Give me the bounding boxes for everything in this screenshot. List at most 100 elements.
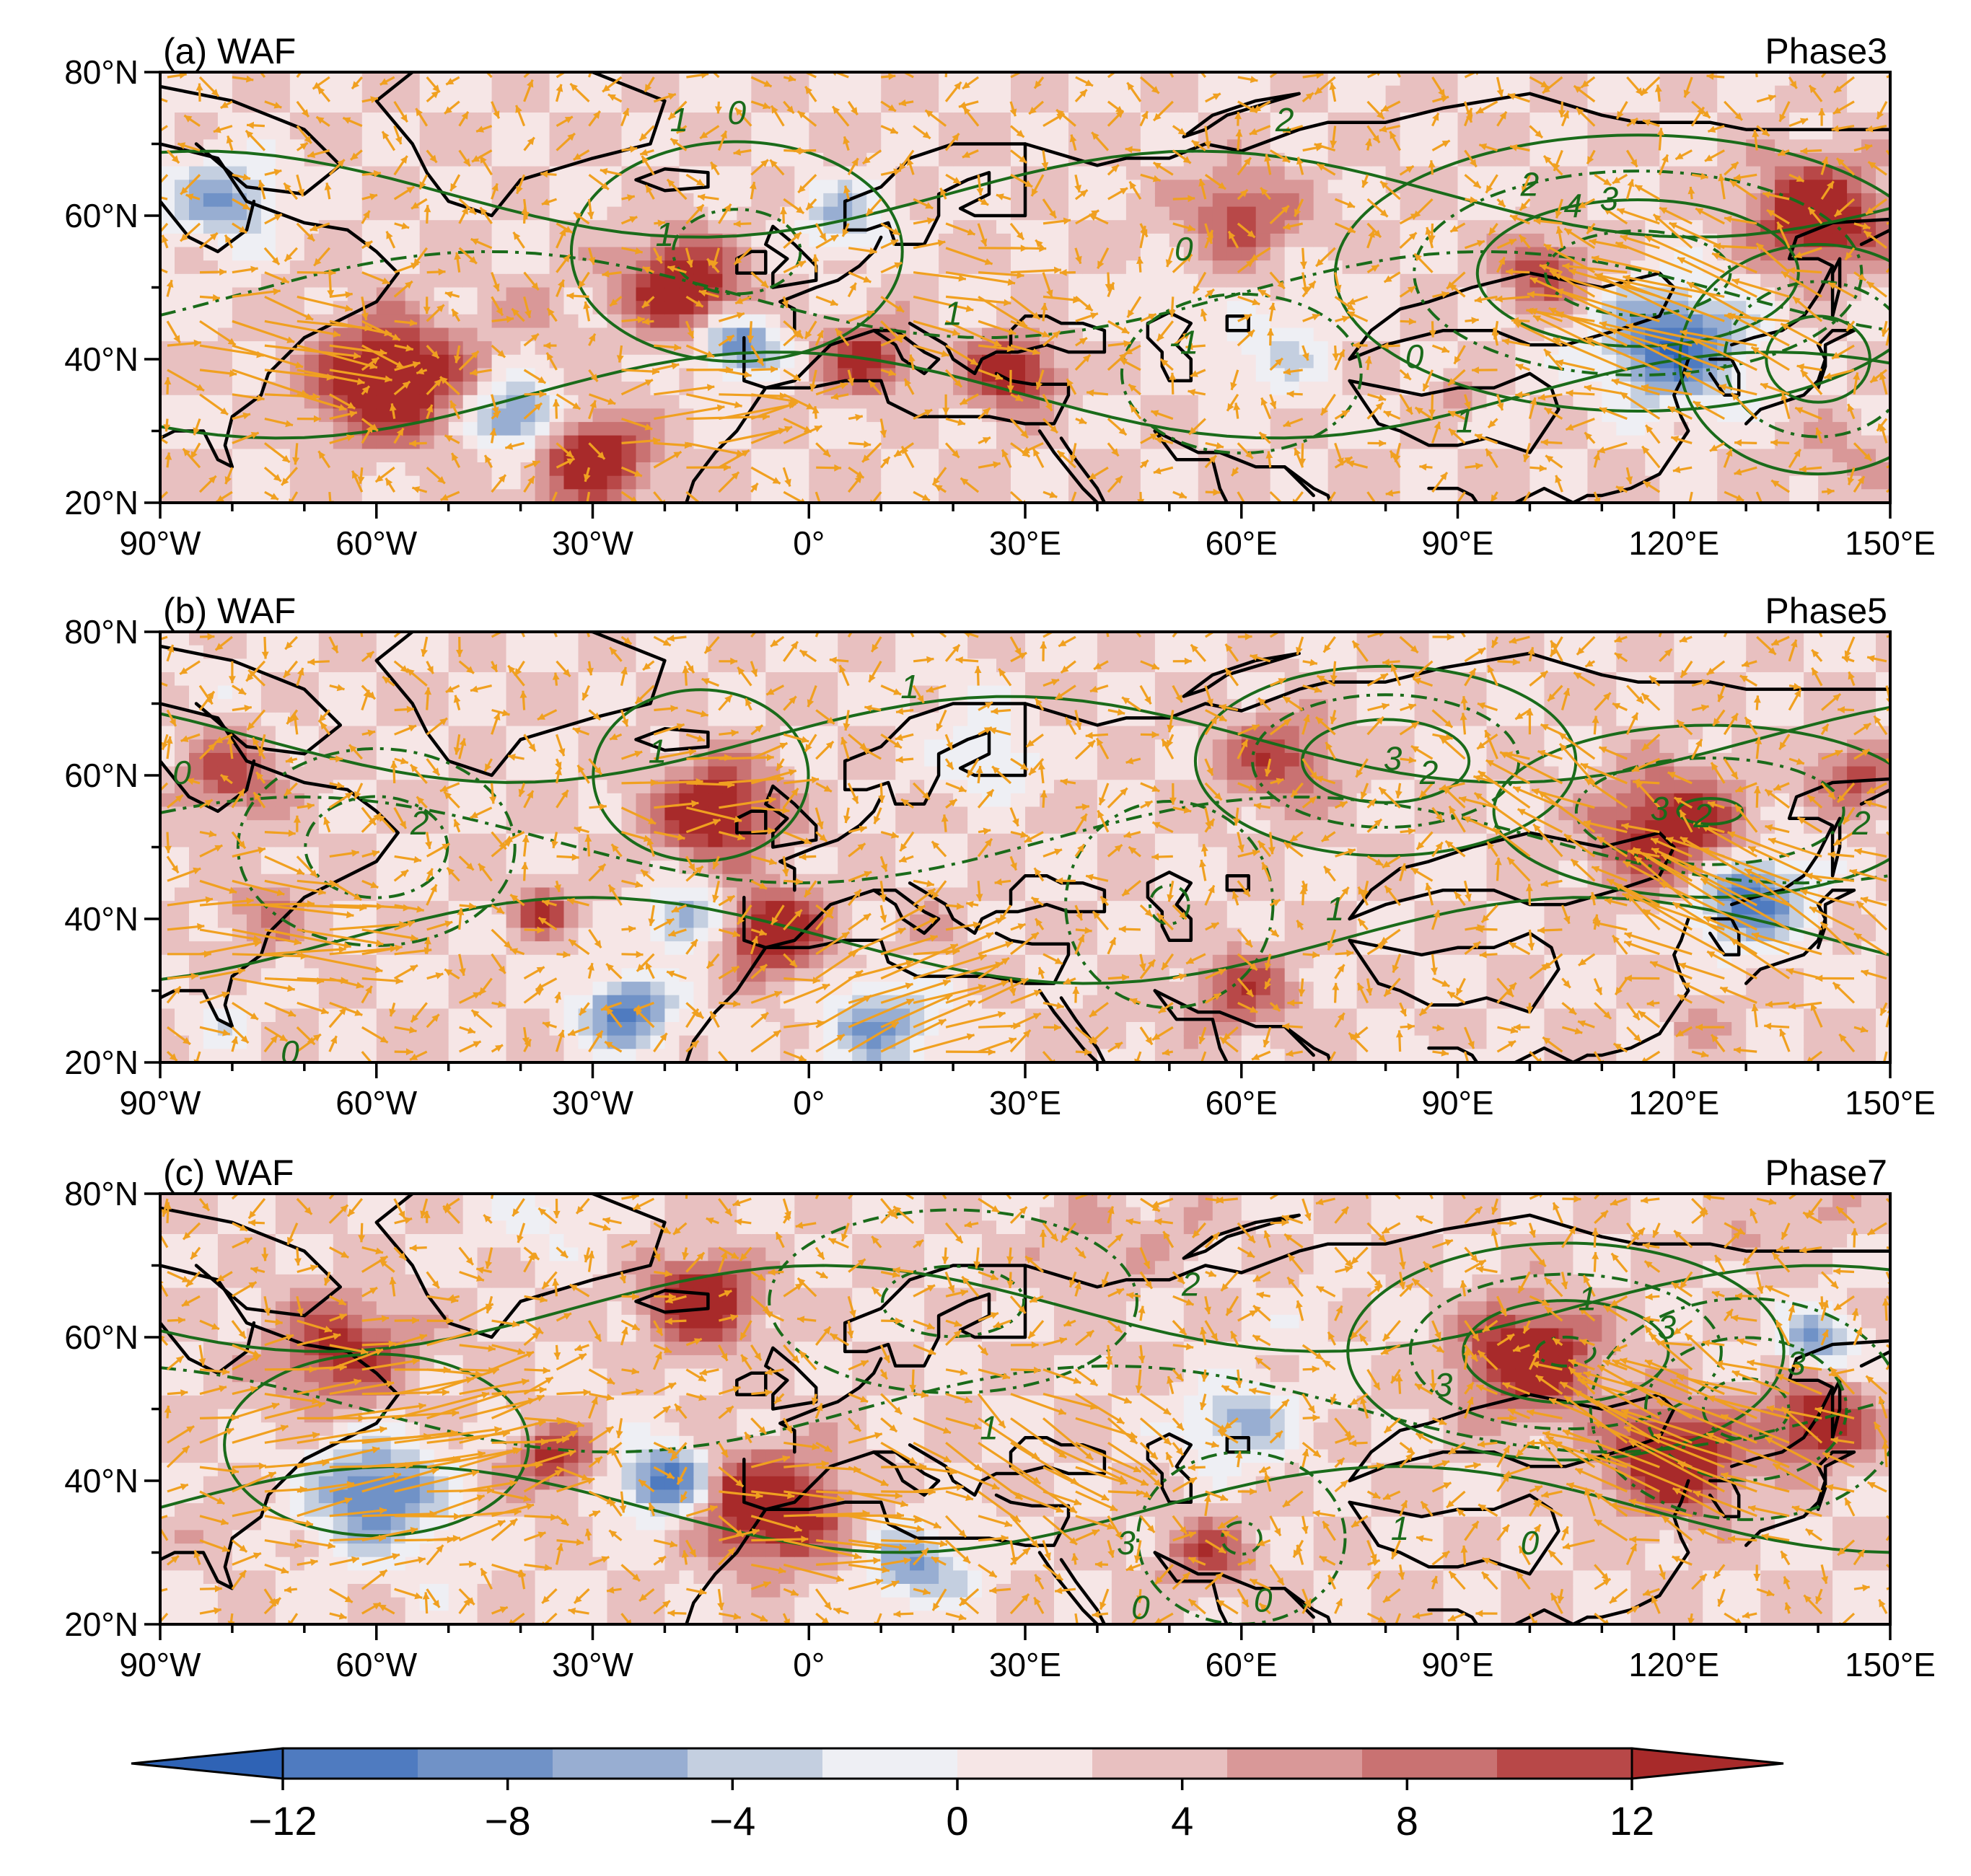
contour-label: -1 [1169, 323, 1198, 361]
colorbar-segment [1497, 1748, 1633, 1779]
lon-tick-label: 60°E [1206, 1084, 1278, 1122]
colorbar-segment [957, 1748, 1093, 1779]
lon-tick-label: 150°E [1845, 524, 1936, 562]
lat-tick-label: 20°N [64, 1044, 139, 1081]
colorbar-segment [418, 1748, 553, 1779]
flux-vectors [160, 632, 1890, 1062]
colorbar-segment [283, 1748, 418, 1779]
lon-tick-label: 0° [793, 1646, 825, 1683]
contour-label: 1 [944, 294, 962, 332]
contour-label: 2 [1181, 1265, 1200, 1303]
lat-tick-label: 40°N [64, 1462, 139, 1500]
contour-label: 3 [1658, 1308, 1677, 1346]
flux-vectors [160, 1194, 1890, 1624]
lat-tick-label: 40°N [64, 340, 139, 378]
contour-label: 1 [980, 1409, 998, 1446]
lon-tick-label: 60°E [1206, 1646, 1278, 1683]
contour-label: 0 [1405, 338, 1424, 375]
colorbar-segment [1362, 1748, 1498, 1779]
lon-tick-label: 120°E [1628, 1646, 1719, 1683]
panel-title: (b) WAF [163, 591, 296, 631]
coastlines [160, 632, 1890, 1062]
lat-tick-label: 60°N [64, 197, 139, 234]
colorbar-segment [688, 1748, 823, 1779]
contour-label: 2 [1520, 165, 1540, 203]
lat-tick-label: 40°N [64, 900, 139, 938]
contour-label: 2 [1851, 804, 1871, 842]
flux-vectors [160, 72, 1890, 503]
panel-phase: Phase3 [1765, 31, 1887, 71]
contour-label: 3 [1651, 790, 1669, 827]
contour-label: 1 [656, 216, 675, 253]
contour-label: 0 [1521, 1524, 1540, 1562]
contour-label: 2 [1693, 797, 1712, 834]
lat-tick-label: 80°N [64, 613, 139, 651]
contour-label: 1 [1579, 1280, 1597, 1317]
lon-tick-label: 30°W [552, 1646, 634, 1683]
lon-tick-label: 60°W [335, 1084, 418, 1122]
contour-label: 0 [281, 1034, 299, 1071]
axis-ticks [144, 71, 1892, 519]
contour-label: 1 [670, 101, 689, 138]
lat-tick-label: 60°N [64, 1318, 139, 1356]
axis-ticks [144, 630, 1892, 1078]
lon-tick-label: 30°W [552, 524, 634, 562]
colorbar-tick-label: −4 [709, 1798, 755, 1844]
colorbar-segment [822, 1748, 958, 1779]
lon-tick-label: 30°E [989, 524, 1061, 562]
lon-tick-label: 90°W [120, 1084, 202, 1122]
colorbar-tick-label: 4 [1171, 1798, 1193, 1844]
contour-label: 2 [1419, 754, 1439, 791]
lon-tick-label: 120°E [1628, 1084, 1719, 1122]
colorbar-extend-max [1630, 1747, 1784, 1780]
lon-tick-label: 90°E [1421, 1084, 1493, 1122]
contour-label: 0 [1254, 1581, 1273, 1619]
contour-label: 4 [1564, 187, 1583, 224]
lon-tick-label: 0° [793, 1084, 825, 1122]
panel-title: (a) WAF [163, 31, 296, 71]
lon-tick-label: 30°E [989, 1646, 1061, 1683]
contour-label: 2 [410, 804, 429, 842]
contour-label: 2 [1275, 101, 1294, 138]
contour-label: 3 [1600, 180, 1619, 217]
colorbar-tick-label: 0 [946, 1798, 968, 1844]
contour-label: 0 [172, 754, 191, 791]
contour-label: 3 [1787, 1344, 1806, 1382]
axis-ticks [144, 1192, 1892, 1640]
colorbar-segment [1092, 1748, 1228, 1779]
lon-tick-label: 90°E [1421, 524, 1493, 562]
contour-label: 0 [1175, 230, 1193, 268]
lon-tick-label: 30°W [552, 1084, 634, 1122]
lon-tick-label: 150°E [1845, 1084, 1936, 1122]
lon-tick-label: 60°E [1206, 524, 1278, 562]
lon-tick-label: 150°E [1845, 1646, 1936, 1683]
lat-tick-label: 60°N [64, 757, 139, 794]
lon-tick-label: 0° [793, 524, 825, 562]
lat-tick-label: 80°N [64, 53, 139, 91]
colorbar-segment [553, 1748, 688, 1779]
contour-label: 1 [649, 732, 667, 770]
panel-title: (c) WAF [163, 1153, 294, 1193]
map-area: 2 3 1 3 3 0 1 1 3 0 0 [160, 1194, 1890, 1624]
lon-tick-label: 90°W [120, 1646, 202, 1683]
contour-label: 1 [900, 668, 919, 705]
colorbar: −12 −8 −4 0 4 8 12 [131, 1747, 1784, 1844]
lon-tick-label: 120°E [1628, 524, 1719, 562]
lon-tick-label: 30°E [989, 1084, 1061, 1122]
panel-c: 2 3 1 3 3 0 1 1 3 0 0 90°W 60°W 30°W 0° 30°E 60°E 90°E 120… [64, 1153, 1936, 1683]
lon-tick-label: 60°W [335, 524, 418, 562]
lon-tick-label: 90°E [1421, 1646, 1493, 1683]
lat-tick-label: 20°N [64, 1606, 139, 1643]
contour-label: 3 [1434, 1366, 1453, 1404]
contour-label: 1 [1391, 1510, 1410, 1547]
contour-label: 0 [728, 94, 747, 131]
lon-tick-label: 60°W [335, 1646, 418, 1683]
contour-label: 1 [1456, 402, 1475, 440]
colorbar-tick-label: −12 [249, 1798, 317, 1844]
panel-phase: Phase7 [1765, 1153, 1887, 1193]
